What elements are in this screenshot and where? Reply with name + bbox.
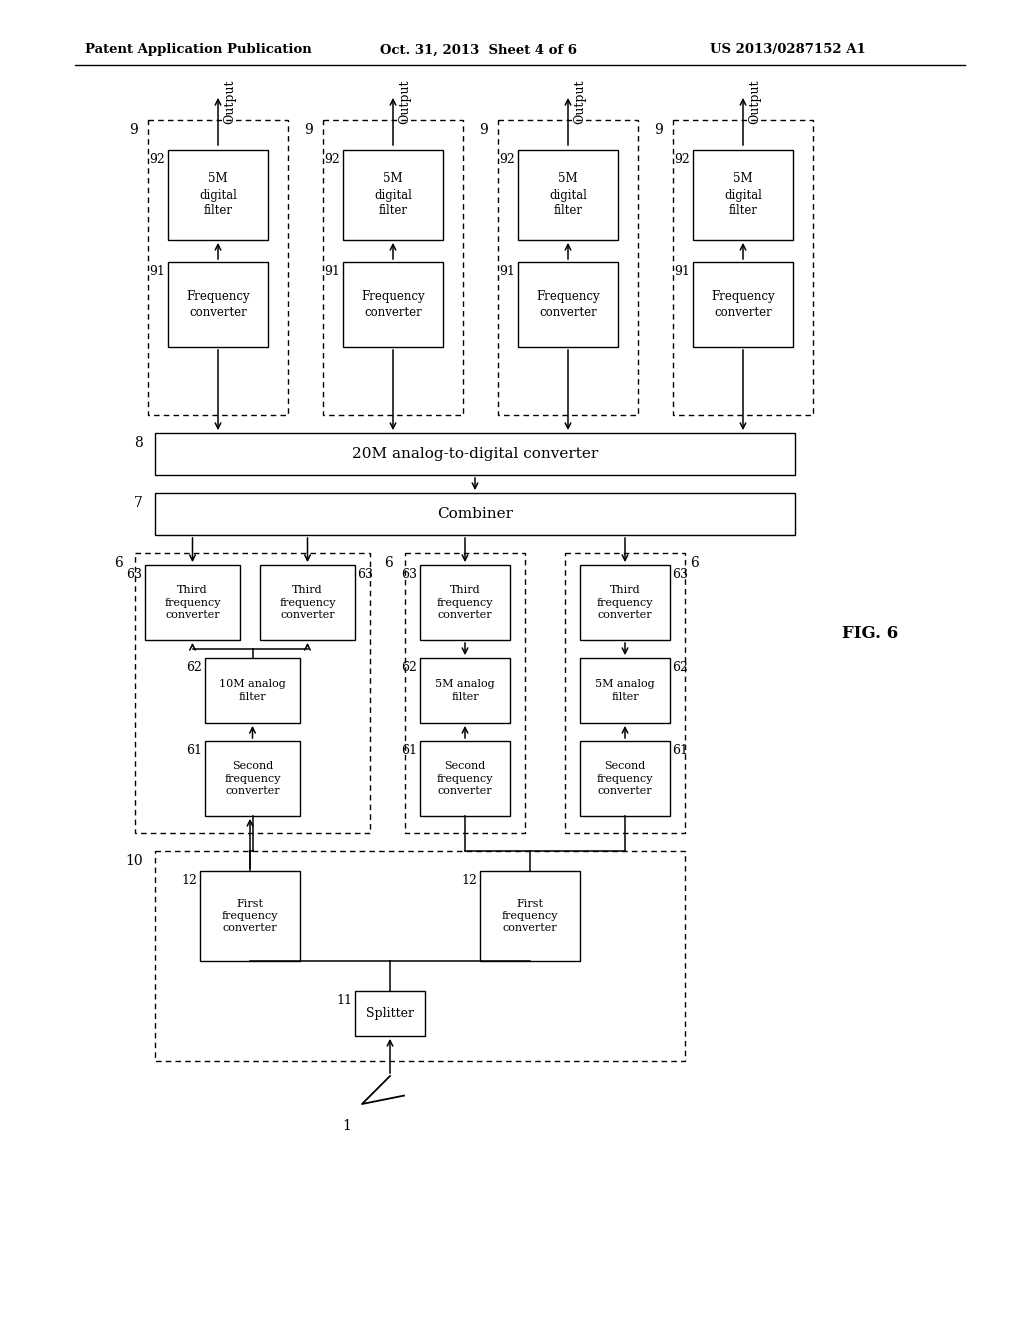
Text: 63: 63 [126, 568, 142, 581]
Bar [420, 565, 510, 640]
Text: 61: 61 [401, 744, 417, 756]
Text: 63: 63 [401, 568, 417, 581]
Bar [693, 261, 793, 347]
Text: First
frequency
converter: First frequency converter [222, 899, 279, 933]
Text: 62: 62 [401, 661, 417, 675]
Text: 5M
digital
filter: 5M digital filter [374, 173, 412, 218]
Text: Output: Output [748, 79, 761, 124]
Text: 20M analog-to-digital converter: 20M analog-to-digital converter [352, 447, 598, 461]
Text: 9: 9 [654, 123, 663, 137]
Text: 11: 11 [336, 994, 352, 1007]
Text: Frequency
converter: Frequency converter [537, 290, 600, 319]
Bar [260, 565, 355, 640]
Text: 61: 61 [186, 744, 202, 756]
Text: Splitter: Splitter [366, 1007, 414, 1020]
Text: 5M
digital
filter: 5M digital filter [199, 173, 237, 218]
Text: Output: Output [573, 79, 586, 124]
Bar [155, 433, 795, 475]
Text: Third
frequency
converter: Third frequency converter [437, 585, 494, 620]
Text: 62: 62 [186, 661, 202, 675]
Bar [406, 553, 525, 833]
Text: 6: 6 [115, 556, 123, 570]
Bar [205, 741, 300, 816]
Text: US 2013/0287152 A1: US 2013/0287152 A1 [710, 44, 865, 57]
Bar [580, 657, 670, 723]
Bar [693, 150, 793, 240]
Text: Frequency
converter: Frequency converter [712, 290, 775, 319]
Text: 91: 91 [325, 265, 340, 279]
Text: 62: 62 [672, 661, 688, 675]
Bar [355, 991, 425, 1036]
Text: 6: 6 [384, 556, 393, 570]
Bar [135, 553, 370, 833]
Bar [155, 492, 795, 535]
Text: Output: Output [223, 79, 236, 124]
Bar [323, 120, 463, 414]
Text: Frequency
converter: Frequency converter [361, 290, 425, 319]
Text: 8: 8 [134, 436, 143, 450]
Bar [580, 741, 670, 816]
Bar [518, 150, 618, 240]
Text: 1: 1 [343, 1119, 351, 1133]
Text: Combiner: Combiner [437, 507, 513, 521]
Text: 92: 92 [500, 153, 515, 166]
Text: 12: 12 [181, 874, 197, 887]
Text: Third
frequency
converter: Third frequency converter [597, 585, 653, 620]
Text: 92: 92 [150, 153, 165, 166]
Text: 91: 91 [499, 265, 515, 279]
Text: Second
frequency
converter: Second frequency converter [224, 762, 281, 796]
Bar [518, 261, 618, 347]
Text: 9: 9 [479, 123, 488, 137]
Text: 5M analog
filter: 5M analog filter [595, 680, 654, 702]
Text: Output: Output [398, 79, 411, 124]
Bar [168, 261, 268, 347]
Bar [168, 150, 268, 240]
Text: Third
frequency
converter: Third frequency converter [164, 585, 221, 620]
Text: 63: 63 [672, 568, 688, 581]
Text: Frequency
converter: Frequency converter [186, 290, 250, 319]
Text: 6: 6 [690, 556, 698, 570]
Text: 12: 12 [461, 874, 477, 887]
Text: 91: 91 [150, 265, 165, 279]
Text: 7: 7 [134, 496, 143, 510]
Bar [148, 120, 288, 414]
Text: Second
frequency
converter: Second frequency converter [437, 762, 494, 796]
Text: First
frequency
converter: First frequency converter [502, 899, 558, 933]
Text: 10M analog
filter: 10M analog filter [219, 680, 286, 702]
Text: FIG. 6: FIG. 6 [842, 624, 898, 642]
Bar [145, 565, 240, 640]
Text: Oct. 31, 2013  Sheet 4 of 6: Oct. 31, 2013 Sheet 4 of 6 [380, 44, 577, 57]
Bar [480, 871, 580, 961]
Bar [343, 261, 443, 347]
Bar [420, 657, 510, 723]
Text: 10: 10 [125, 854, 143, 869]
Bar [673, 120, 813, 414]
Text: 5M
digital
filter: 5M digital filter [724, 173, 762, 218]
Bar [580, 565, 670, 640]
Text: Patent Application Publication: Patent Application Publication [85, 44, 311, 57]
Bar [343, 150, 443, 240]
Bar [565, 553, 685, 833]
Text: 5M analog
filter: 5M analog filter [435, 680, 495, 702]
Text: 9: 9 [129, 123, 138, 137]
Text: 91: 91 [674, 265, 690, 279]
Text: 63: 63 [357, 568, 373, 581]
Bar [420, 741, 510, 816]
Text: Third
frequency
converter: Third frequency converter [280, 585, 336, 620]
Bar [498, 120, 638, 414]
Text: Second
frequency
converter: Second frequency converter [597, 762, 653, 796]
Bar [200, 871, 300, 961]
Text: 9: 9 [304, 123, 313, 137]
Text: 5M
digital
filter: 5M digital filter [549, 173, 587, 218]
Text: 92: 92 [674, 153, 690, 166]
Bar [205, 657, 300, 723]
Bar [155, 851, 685, 1061]
Text: 61: 61 [672, 744, 688, 756]
Text: 92: 92 [325, 153, 340, 166]
